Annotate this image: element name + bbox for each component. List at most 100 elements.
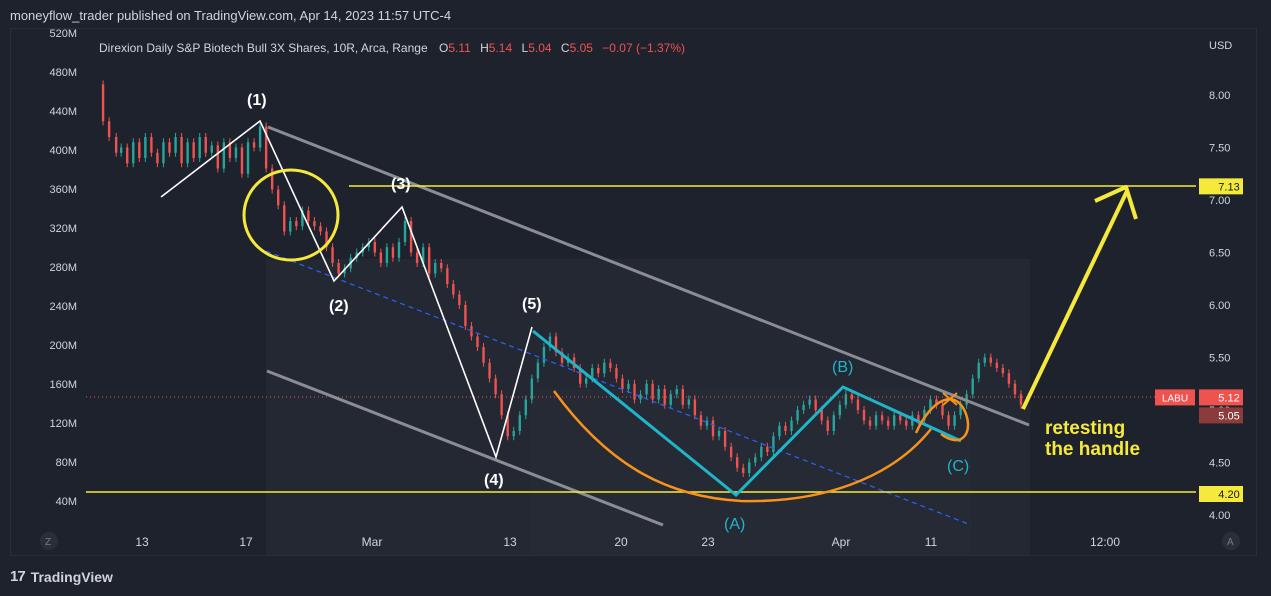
- auto-scale-badge-label: A: [1227, 537, 1234, 548]
- auto-scale-badge[interactable]: [1222, 532, 1240, 550]
- volume-tick-5: 320M: [49, 223, 77, 235]
- price-markers: 7.13 5.12 LABU 5.05 4.20: [1155, 178, 1243, 502]
- wave-label-c: (C): [947, 458, 969, 475]
- candle-body: [506, 415, 509, 437]
- candle-body: [717, 431, 721, 437]
- candle-body: [301, 210, 304, 227]
- highlight-circle: [242, 168, 340, 262]
- candle-body: [989, 357, 993, 363]
- candle-body: [711, 420, 715, 437]
- candle-body: [977, 362, 980, 379]
- candle-body: [560, 352, 564, 363]
- candle-body: [621, 378, 624, 389]
- time-tick-0: 13: [135, 535, 149, 549]
- candle-body: [802, 404, 805, 410]
- candle-body: [729, 446, 733, 458]
- volume-axis: 520M 480M 440M 400M 360M 320M 280M 240M 200M 160M…: [49, 28, 77, 508]
- candle-body: [627, 383, 630, 389]
- impulse-wave-path: [160, 119, 533, 460]
- candle-body: [603, 362, 606, 374]
- candle-body: [953, 415, 956, 426]
- price-marker-box: [1199, 486, 1243, 502]
- candle-body: [874, 415, 878, 426]
- candle-body: [899, 415, 902, 421]
- candle-body: [911, 415, 914, 426]
- candle-body: [542, 347, 546, 363]
- time-tick-4: 20: [614, 535, 628, 549]
- time-axis[interactable]: 13 17 Mar 13 20 23 Apr 11 12:00: [135, 535, 1120, 549]
- candle-body: [228, 142, 232, 158]
- candle-body: [234, 147, 238, 158]
- symbol-tag-label: LABU: [1162, 393, 1188, 404]
- wave-label-a: (A): [724, 516, 745, 533]
- candle-body: [663, 389, 666, 405]
- candle-body: [222, 142, 226, 169]
- footer-brand[interactable]: 17 TradingView: [10, 568, 113, 585]
- price-tick-7: 4.50: [1209, 458, 1230, 470]
- channel-lower-line: [266, 369, 664, 527]
- candle-body: [313, 221, 316, 227]
- candle-body: [500, 394, 503, 416]
- price-axis[interactable]: 8.007.507.006.506.005.505.004.504.00: [1209, 90, 1230, 522]
- volume-tick-8: 200M: [49, 340, 77, 352]
- wave-label-4: (4): [484, 472, 504, 489]
- candle-body: [905, 420, 908, 426]
- zoom-reset-badge[interactable]: [40, 532, 58, 550]
- candle-body: [856, 399, 860, 410]
- candle-body: [645, 383, 648, 395]
- candle-body: [331, 247, 334, 263]
- price-marker-label: 4.20: [1218, 489, 1239, 501]
- candle-body: [204, 137, 207, 153]
- candle-body: [548, 336, 552, 347]
- candle-body: [929, 399, 932, 410]
- symbol-tag-box: [1155, 389, 1195, 406]
- candle-body: [844, 394, 848, 405]
- candle-body: [452, 284, 455, 295]
- volume-tick-12: 40M: [56, 496, 77, 508]
- candle-body: [488, 362, 491, 379]
- candle-body: [862, 410, 866, 421]
- candle-body: [790, 420, 793, 431]
- volume-tick-4: 360M: [49, 184, 77, 196]
- tradingview-logo-icon: 17: [10, 568, 26, 585]
- volume-tick-7: 240M: [49, 301, 77, 313]
- channel-upper-line: [267, 125, 1030, 427]
- channel-mid-dashed: [265, 250, 972, 526]
- candle-body: [126, 147, 129, 164]
- candle-body: [192, 142, 195, 158]
- candle-body: [512, 431, 515, 437]
- candle-body: [270, 168, 274, 190]
- candle-body: [415, 252, 419, 263]
- time-tick-7: 11: [925, 535, 938, 549]
- candle-body: [403, 221, 407, 242]
- publish-line: moneyflow_trader published on TradingVie…: [10, 8, 452, 23]
- candle-body: [1013, 383, 1017, 395]
- price-tick-2: 7.00: [1209, 195, 1230, 207]
- candle-body: [868, 420, 872, 426]
- candle-body: [832, 415, 835, 431]
- candle-body: [1007, 373, 1011, 384]
- candle-body: [1001, 368, 1005, 374]
- candle-body: [458, 294, 461, 305]
- chart-svg[interactable]: 520M 480M 440M 400M 360M 320M 280M 240M 200M 160M…: [11, 28, 1256, 555]
- candle-body: [850, 394, 854, 400]
- candle-body: [917, 415, 920, 421]
- chart-pane[interactable]: 520M 480M 440M 400M 360M 320M 280M 240M 200M 160M…: [10, 28, 1257, 556]
- candle-body: [397, 242, 401, 258]
- candle-body: [880, 415, 884, 421]
- candle-body: [995, 362, 999, 368]
- volume-tick-10: 120M: [49, 418, 77, 430]
- tradingview-brand-text: TradingView: [30, 568, 113, 585]
- candle-body: [941, 404, 944, 416]
- candle-body: [778, 425, 781, 437]
- candle-body: [434, 263, 437, 274]
- wave-label-2: (2): [329, 298, 349, 315]
- handle-loop: [914, 397, 970, 442]
- annotation-line-1: retesting: [1045, 418, 1125, 439]
- candle-body: [258, 126, 262, 148]
- candle-body: [277, 189, 280, 206]
- candle-body: [283, 205, 286, 232]
- price-tick-5: 5.50: [1209, 353, 1230, 365]
- candle-body: [446, 268, 449, 284]
- candle-body: [138, 142, 141, 158]
